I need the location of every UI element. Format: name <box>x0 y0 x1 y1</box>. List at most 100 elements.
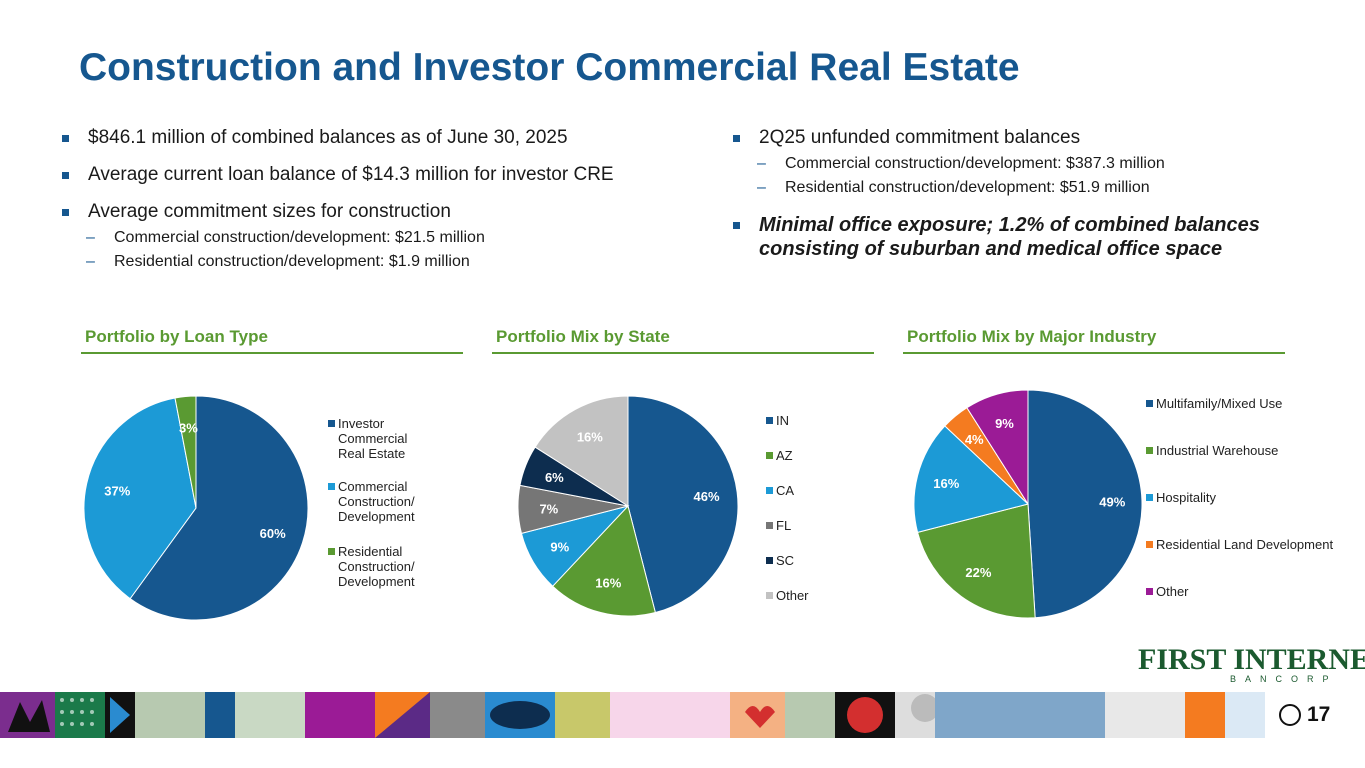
sub-bullet-item: – Commercial construction/development: $2… <box>62 226 727 250</box>
data-label: 22% <box>965 565 991 580</box>
section-title-loan-type: Portfolio by Loan Type <box>81 327 463 354</box>
page-title: Construction and Investor Commercial Rea… <box>79 46 1020 89</box>
right-bullet-list: 2Q25 unfunded commitment balances – Commer… <box>733 126 1333 274</box>
dash-icon: – <box>757 155 766 172</box>
data-label: 9% <box>995 416 1014 431</box>
logo-subtext: BANCORP <box>1230 674 1338 684</box>
legend-label: Other <box>776 588 809 603</box>
legend-swatch-icon <box>766 417 773 424</box>
bullet-square-icon <box>733 135 740 142</box>
legend-label: CA <box>776 483 795 498</box>
legend-item: Residential Construction/ Development <box>328 544 415 589</box>
bullet-square-icon <box>62 172 69 179</box>
legend-item: Investor Commercial Real Estate <box>328 416 407 461</box>
data-label: 49% <box>1099 494 1125 509</box>
legend-swatch-icon <box>766 487 773 494</box>
legend-swatch-icon <box>766 592 773 599</box>
sub-bullet-text: Residential construction/development: $1… <box>114 253 470 270</box>
bullet-item: $846.1 million of combined balances as o… <box>62 126 727 150</box>
data-label: 7% <box>539 501 558 516</box>
sub-bullet-item: – Residential construction/development: $… <box>62 250 727 274</box>
pie-slice-az <box>551 504 656 617</box>
legend-swatch-icon <box>328 420 335 427</box>
pie-slice-investor-commercial-real-estate <box>129 395 309 621</box>
legend-item: Other <box>1146 584 1189 599</box>
sub-bullet-text: Commercial construction/development: $38… <box>785 155 1165 172</box>
data-label: 37% <box>104 483 130 498</box>
bullet-square-icon <box>62 209 69 216</box>
data-label: 3% <box>179 421 198 436</box>
legend-label: Investor Commercial Real Estate <box>338 416 408 461</box>
bullet-text: 2Q25 unfunded commitment balances <box>759 127 1081 148</box>
data-label: 60% <box>260 526 286 541</box>
legend-item: Hospitality <box>1146 490 1216 505</box>
pie-chart-loan-type: 60% 37% 3% <box>83 395 309 621</box>
legend-item: AZ <box>766 448 793 463</box>
bullet-square-icon <box>733 222 740 229</box>
data-label: 4% <box>965 432 984 447</box>
left-bullet-list: $846.1 million of combined balances as o… <box>62 126 727 287</box>
legend-label: Industrial Warehouse <box>1156 443 1279 458</box>
pie-slice-in <box>627 395 739 614</box>
legend-swatch-icon <box>1146 447 1153 454</box>
decorative-footer-strip <box>0 692 1365 738</box>
bullet-text: $846.1 million of combined balances as o… <box>88 127 568 148</box>
sub-bullet-text: Residential construction/development: $5… <box>785 179 1150 196</box>
pie-chart-industry: 49% 22% 16% 4% 9% <box>913 389 1143 619</box>
section-title-state: Portfolio Mix by State <box>492 327 874 354</box>
pie-slice-other <box>966 389 1029 506</box>
pie-slice-other <box>534 395 629 507</box>
bullet-text: Average current loan balance of $14.3 mi… <box>88 164 614 185</box>
pie-slice-industrial-warehouse <box>916 503 1036 619</box>
legend-item: CA <box>766 483 794 498</box>
legend-label: IN <box>776 413 789 428</box>
legend-swatch-icon <box>1146 400 1153 407</box>
page-number: 17 <box>1307 703 1331 726</box>
legend-item: FL <box>766 518 791 533</box>
legend-label: Commercial Construction/ Development <box>338 479 415 524</box>
company-logo: FIRST INTERNET BANCORP <box>1138 643 1365 688</box>
bullet-item: Average current loan balance of $14.3 mi… <box>62 163 727 187</box>
legend-industry: Multifamily/Mixed Use Industrial Warehous… <box>1146 396 1356 606</box>
legend-item: Other <box>766 588 809 603</box>
legend-swatch-icon <box>766 522 773 529</box>
dash-icon: – <box>86 229 95 246</box>
legend-label: Multifamily/Mixed Use <box>1156 396 1283 411</box>
data-label: 16% <box>933 476 959 491</box>
legend-item: Commercial Construction/ Development <box>328 479 415 524</box>
bullet-item: Average commitment sizes for constructio… <box>62 200 727 224</box>
legend-item: SC <box>766 553 794 568</box>
legend-label: FL <box>776 518 792 533</box>
dash-icon: – <box>86 253 95 270</box>
legend-label: Other <box>1156 584 1189 599</box>
bullet-text: Average commitment sizes for constructio… <box>88 201 451 222</box>
legend-swatch-icon <box>1146 541 1153 548</box>
legend-swatch-icon <box>1146 494 1153 501</box>
sub-bullet-item: – Residential construction/development: $… <box>733 176 1333 200</box>
logo-name: FIRST INTERNET <box>1138 643 1365 676</box>
legend-loan-type: Investor Commercial Real Estate Commercia… <box>328 416 458 596</box>
data-label: 46% <box>694 489 720 504</box>
legend-label: Residential Construction/ Development <box>338 544 415 589</box>
legend-swatch-icon <box>1146 588 1153 595</box>
data-label: 16% <box>577 430 603 445</box>
legend-swatch-icon <box>766 452 773 459</box>
legend-swatch-icon <box>766 557 773 564</box>
data-label: 16% <box>595 576 621 591</box>
legend-label: SC <box>776 553 795 568</box>
legend-item: Industrial Warehouse <box>1146 443 1278 458</box>
pie-slice-multifamily-mixed-use <box>1027 389 1143 619</box>
sub-bullet-text: Commercial construction/development: $21… <box>114 229 485 246</box>
section-title-industry: Portfolio Mix by Major Industry <box>903 327 1285 354</box>
legend-label: Hospitality <box>1156 490 1216 505</box>
legend-label: Residential Land Development <box>1156 537 1334 552</box>
pie-slice-hospitality <box>913 425 1030 533</box>
legend-label: AZ <box>776 448 793 463</box>
dash-icon: – <box>757 179 766 196</box>
legend-swatch-icon <box>328 483 335 490</box>
bullet-text: Minimal office exposure; 1.2% of combine… <box>759 214 1260 260</box>
data-label: 6% <box>545 470 564 485</box>
sub-bullet-item: – Commercial construction/development: $3… <box>733 152 1333 176</box>
legend-state: IN AZ CA FL SC Other <box>766 413 856 613</box>
data-label: 9% <box>550 539 569 554</box>
